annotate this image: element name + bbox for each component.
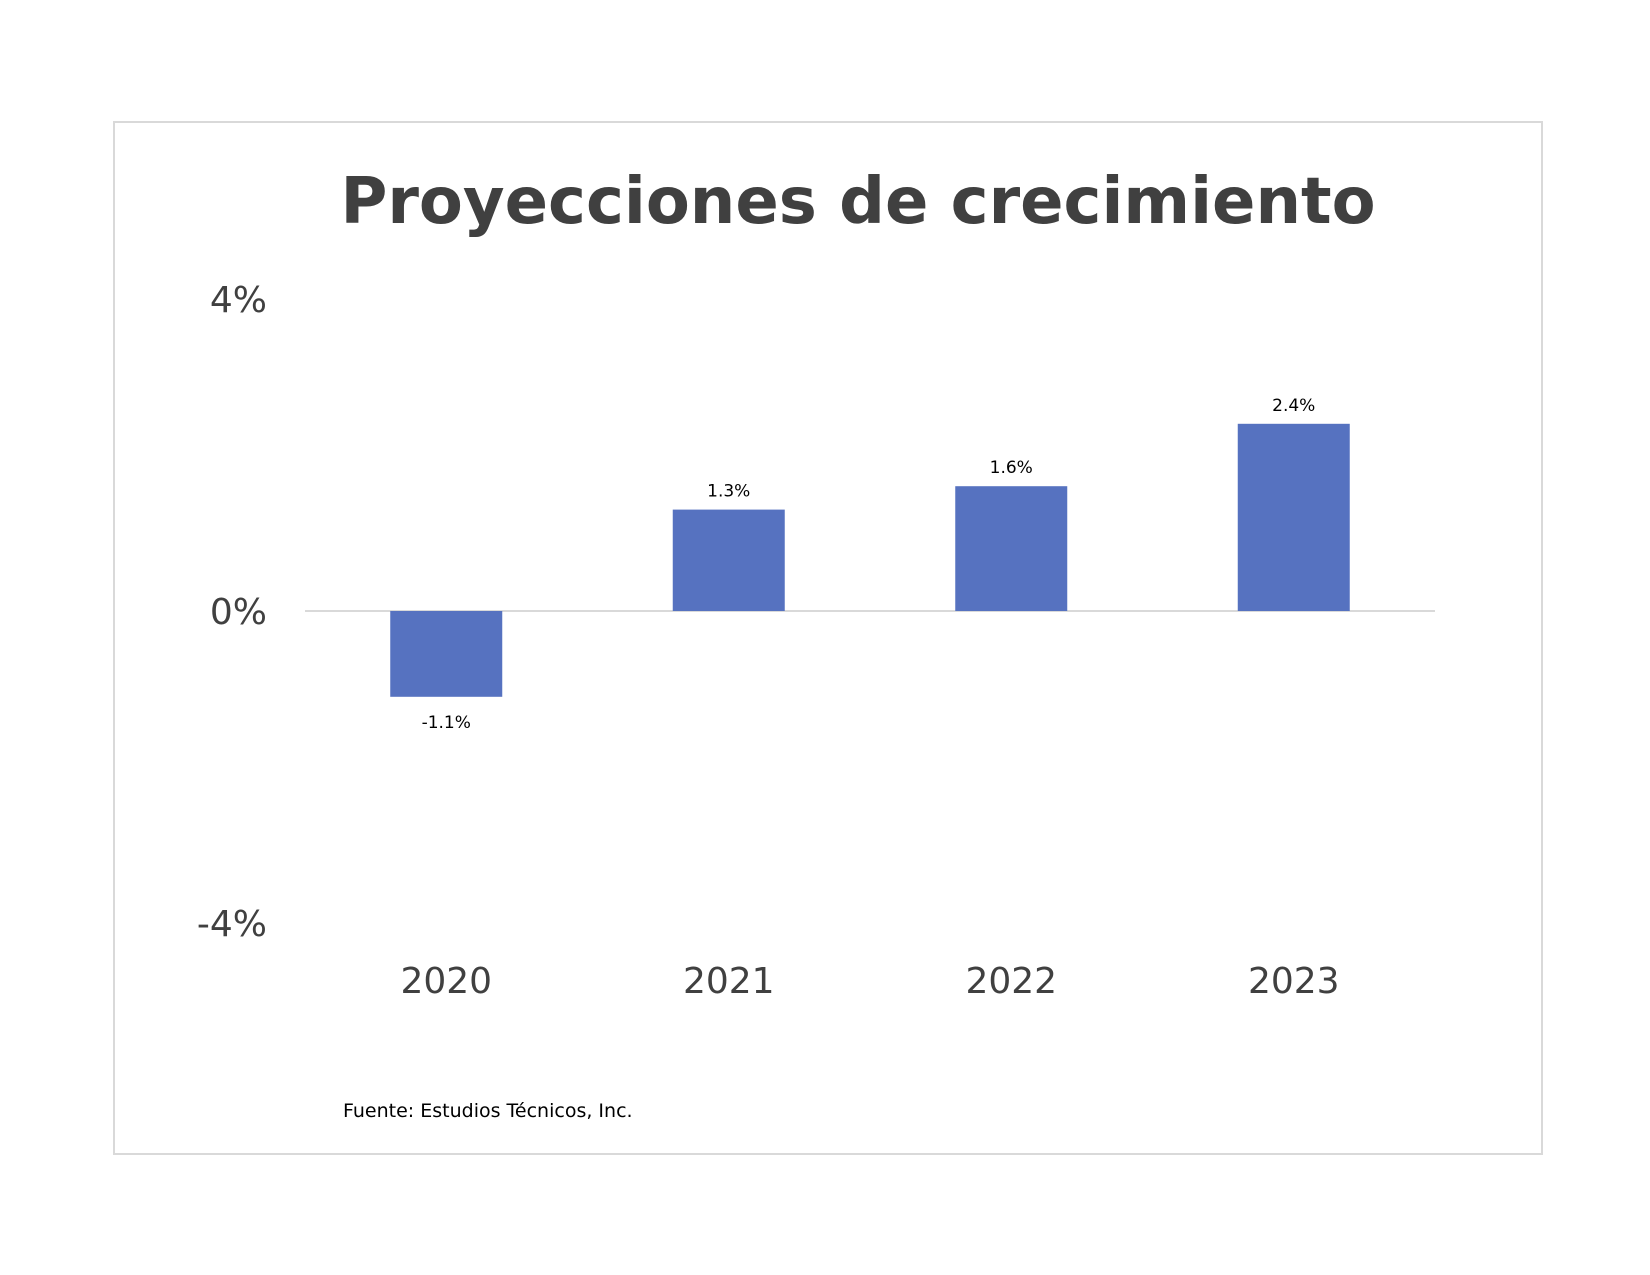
chart-frame: Proyecciones de crecimiento 4% 0% -4% -1.1…: [113, 121, 1543, 1155]
y-tick-label: 4%: [210, 280, 267, 321]
chart-canvas: Proyecciones de crecimiento 4% 0% -4% -1.1…: [197, 165, 1435, 1122]
bar-2022: [955, 486, 1068, 611]
data-labels: -1.1% 1.3% 1.6% 2.4%: [422, 396, 1316, 733]
bar-series: [390, 423, 1350, 697]
y-tick-label: -4%: [197, 904, 267, 945]
x-tick-label: 2023: [1248, 961, 1340, 1002]
bar-2021: [672, 509, 785, 611]
data-label: -1.1%: [422, 713, 471, 733]
bar-2023: [1237, 423, 1350, 611]
bar-2020: [390, 611, 503, 697]
data-label: 1.6%: [990, 458, 1033, 478]
x-tick-label: 2020: [400, 961, 492, 1002]
chart-title: Proyecciones de crecimiento: [340, 165, 1375, 239]
x-tick-label: 2022: [965, 961, 1057, 1002]
data-label: 2.4%: [1272, 396, 1315, 416]
x-tick-label: 2021: [683, 961, 775, 1002]
y-axis-tick-labels: 4% 0% -4%: [197, 280, 267, 945]
y-tick-label: 0%: [210, 592, 267, 633]
x-axis-tick-labels: 2020 2021 2022 2023: [400, 961, 1339, 1002]
data-label: 1.3%: [707, 482, 750, 502]
source-note: Fuente: Estudios Técnicos, Inc.: [343, 1100, 633, 1122]
